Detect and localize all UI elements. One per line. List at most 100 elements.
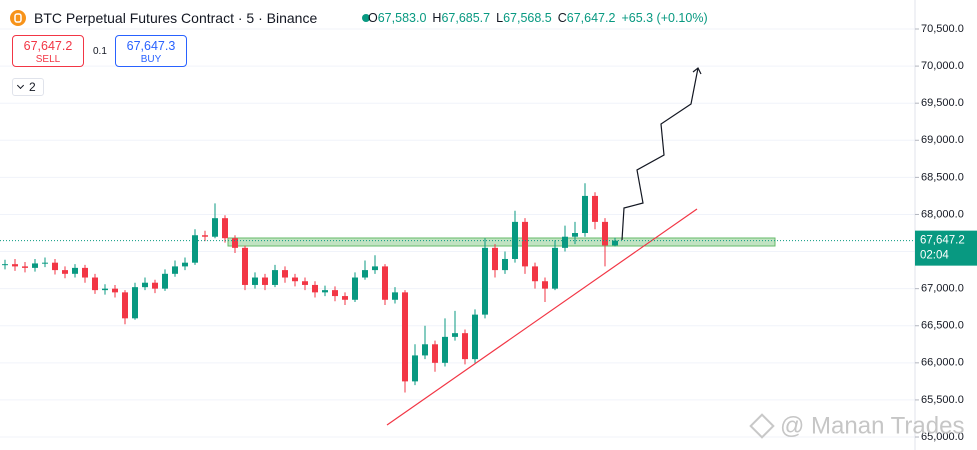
candle-body — [372, 266, 378, 271]
ohlc-legend: O67,583.0 H67,685.7 L67,568.5 C67,647.2 +65.… — [368, 11, 708, 25]
candle-body — [602, 221, 608, 246]
ohlc-key: L — [496, 11, 504, 25]
ohlc-value: 67,583.0 — [377, 11, 427, 25]
candle-body — [362, 270, 368, 278]
y-tick-label: 70,500.0 — [921, 23, 964, 35]
ohlc-value: 67,568.5 — [503, 11, 552, 25]
candle-body — [72, 267, 78, 274]
watermark-logo — [749, 413, 775, 439]
ohlc-value: 67,647.2 — [566, 11, 616, 25]
symbol-title: BTC Perpetual Futures Contract · 5 · Bin… — [34, 10, 318, 26]
candle-body — [592, 195, 598, 222]
ohlc-key: C — [557, 11, 567, 25]
candle-body — [452, 333, 458, 337]
candle-body — [472, 314, 478, 360]
candle-body — [272, 270, 278, 285]
candle-body — [542, 281, 548, 289]
ohlc-key: H — [432, 11, 442, 25]
sell-label: SELL — [35, 54, 61, 65]
candle-body — [112, 288, 118, 293]
candles — [2, 183, 618, 393]
candle-body — [262, 277, 268, 285]
candle-body — [12, 264, 18, 267]
candle-body — [352, 277, 358, 300]
y-tick-label: 65,500.0 — [921, 394, 964, 406]
bar-countdown: 02:04 — [920, 250, 949, 262]
candle-body — [612, 240, 618, 246]
candle-body — [212, 218, 218, 237]
candle-body — [52, 262, 58, 271]
trend-line — [386, 208, 698, 426]
price-axis-panel — [915, 0, 977, 450]
coin-icon — [10, 10, 26, 26]
candle-body — [382, 266, 388, 300]
projection-arrowhead — [692, 67, 702, 75]
candle-body — [162, 273, 168, 289]
candle-body — [282, 270, 288, 278]
y-tick-label: 69,500.0 — [921, 97, 964, 109]
projection-path — [621, 67, 699, 241]
buy-price: 67,647.3 — [126, 39, 176, 53]
candle-body — [252, 277, 258, 285]
candle-body — [172, 266, 178, 274]
candle-body — [152, 282, 158, 289]
candle-body — [392, 292, 398, 300]
candle-body — [552, 247, 558, 289]
candle-body — [432, 344, 438, 363]
y-tick-label: 66,500.0 — [921, 320, 964, 332]
candle-body — [462, 333, 468, 360]
candle-body — [142, 282, 148, 288]
candle-body — [302, 281, 308, 285]
candle-body — [22, 266, 28, 268]
y-tick-label: 70,000.0 — [921, 60, 964, 72]
candle-body — [562, 236, 568, 248]
candle-body — [332, 290, 338, 297]
support-zone — [227, 237, 776, 247]
current-price-label: 67,647.2 — [920, 235, 965, 247]
sell-button[interactable]: 67,647.2 SELL — [12, 35, 84, 67]
candle-body — [82, 267, 88, 278]
buy-button[interactable]: 67,647.3 BUY — [115, 35, 187, 67]
candle-body — [202, 235, 208, 237]
candle-body — [532, 266, 538, 282]
candle-body — [102, 288, 108, 291]
candle-body — [422, 344, 428, 356]
current-price-tag — [915, 230, 977, 266]
candle-body — [512, 221, 518, 259]
status-dot — [362, 14, 370, 22]
candle-body — [312, 284, 318, 293]
ohlc-value: 67,685.7 — [441, 11, 491, 25]
candle-body — [412, 355, 418, 382]
candle-body — [222, 218, 228, 239]
candle-body — [322, 290, 328, 293]
buy-label: BUY — [140, 54, 162, 65]
candle-body — [32, 263, 38, 268]
price-axis: 65,000.0 65,500.0 66,000.0 66,500.0 67,000.0… — [915, 23, 964, 443]
candle-body — [42, 262, 48, 264]
sell-price: 67,647.2 — [23, 39, 73, 53]
y-tick-label: 68,000.0 — [921, 208, 964, 220]
candle-body — [482, 247, 488, 315]
candle-body — [342, 296, 348, 300]
y-tick-label: 67,000.0 — [921, 283, 964, 295]
watermark: @ Manan Trades — [780, 412, 964, 439]
candle-body — [132, 287, 138, 319]
indicators-toggle[interactable]: 2 — [12, 78, 44, 96]
candle-body — [92, 277, 98, 291]
candle-body — [502, 258, 508, 271]
y-tick-label: 66,000.0 — [921, 357, 964, 369]
candle-body — [492, 247, 498, 271]
candle-body — [522, 221, 528, 267]
y-tick-label: 68,500.0 — [921, 171, 964, 183]
candle-body — [62, 270, 68, 274]
candle-body — [292, 277, 298, 282]
ohlc-key: O — [368, 11, 378, 25]
y-tick-label: 69,000.0 — [921, 134, 964, 146]
candle-body — [232, 238, 238, 248]
price-change: +65.3 (+0.10%) — [621, 11, 708, 25]
candle-body — [192, 235, 198, 263]
candle-body — [442, 336, 448, 363]
candle-body — [402, 292, 408, 382]
